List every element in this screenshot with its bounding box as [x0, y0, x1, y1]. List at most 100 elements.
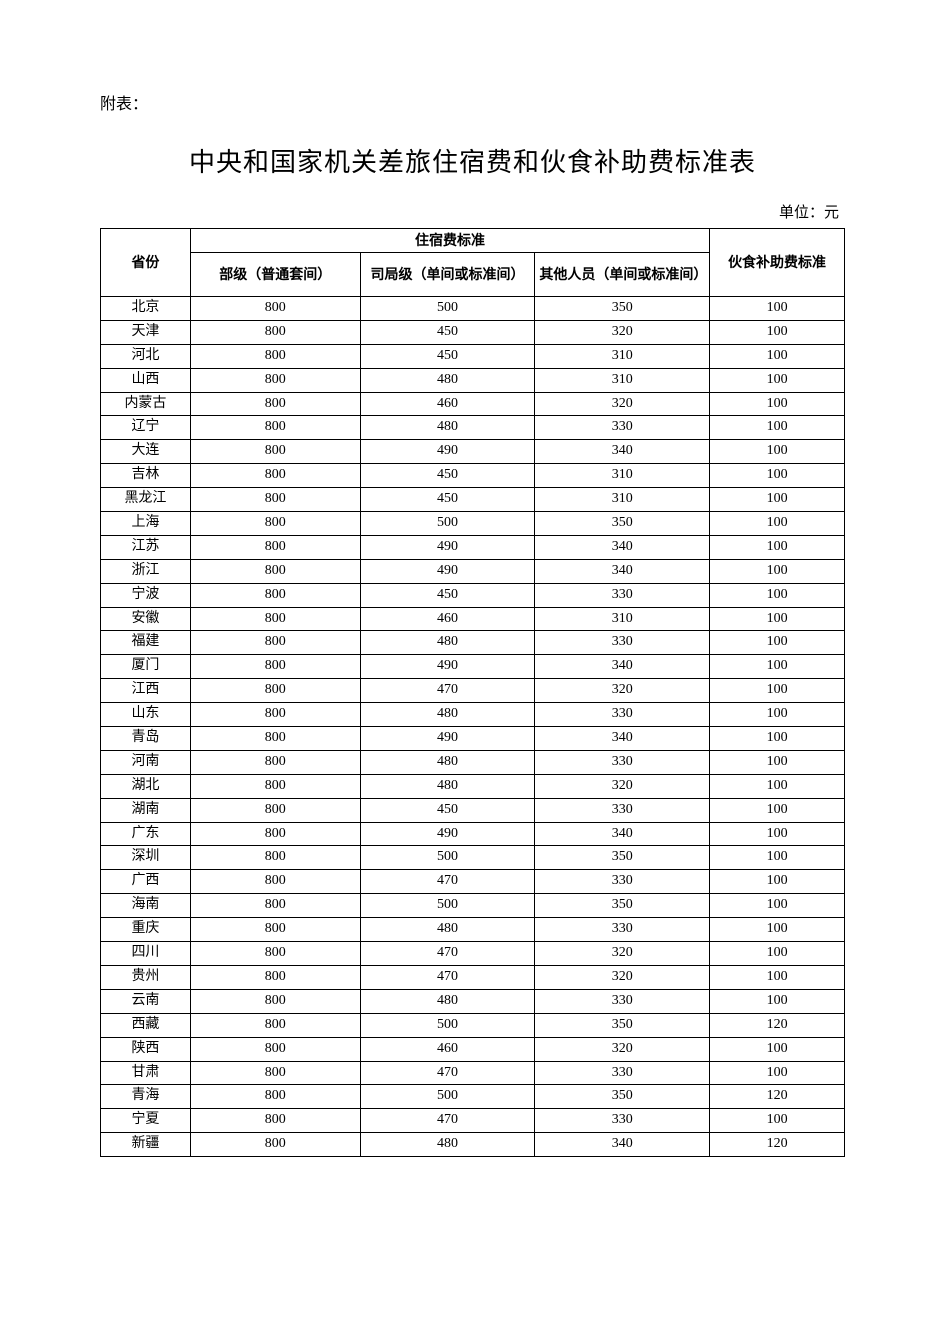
cell-meal-allowance: 100 — [710, 774, 845, 798]
cell-province: 江西 — [101, 679, 191, 703]
table-row: 浙江800490340100 — [101, 559, 845, 583]
cell-bureau: 470 — [360, 679, 535, 703]
cell-bureau: 450 — [360, 464, 535, 488]
cell-province: 西藏 — [101, 1013, 191, 1037]
cell-other: 330 — [535, 583, 710, 607]
cell-ministerial: 800 — [190, 607, 360, 631]
table-row: 深圳800500350100 — [101, 846, 845, 870]
cell-other: 330 — [535, 703, 710, 727]
cell-other: 330 — [535, 1061, 710, 1085]
cell-ministerial: 800 — [190, 727, 360, 751]
cell-bureau: 460 — [360, 392, 535, 416]
cell-meal-allowance: 100 — [710, 703, 845, 727]
cell-other: 350 — [535, 1013, 710, 1037]
cell-ministerial: 800 — [190, 1109, 360, 1133]
cell-bureau: 490 — [360, 727, 535, 751]
cell-meal-allowance: 100 — [710, 1109, 845, 1133]
cell-bureau: 480 — [360, 918, 535, 942]
cell-other: 340 — [535, 535, 710, 559]
table-row: 天津800450320100 — [101, 320, 845, 344]
cell-other: 330 — [535, 918, 710, 942]
table-row: 黑龙江800450310100 — [101, 488, 845, 512]
col-header-other: 其他人员（单间或标准间） — [535, 253, 710, 297]
cell-other: 310 — [535, 607, 710, 631]
cell-ministerial: 800 — [190, 464, 360, 488]
cell-meal-allowance: 100 — [710, 320, 845, 344]
table-row: 北京800500350100 — [101, 297, 845, 321]
cell-bureau: 500 — [360, 894, 535, 918]
cell-meal-allowance: 100 — [710, 416, 845, 440]
cell-meal-allowance: 100 — [710, 368, 845, 392]
cell-meal-allowance: 100 — [710, 822, 845, 846]
cell-ministerial: 800 — [190, 559, 360, 583]
cell-province: 四川 — [101, 942, 191, 966]
cell-province: 厦门 — [101, 655, 191, 679]
cell-bureau: 480 — [360, 1133, 535, 1157]
table-row: 河南800480330100 — [101, 750, 845, 774]
cell-meal-allowance: 100 — [710, 440, 845, 464]
cell-other: 310 — [535, 344, 710, 368]
cell-province: 河南 — [101, 750, 191, 774]
table-row: 大连800490340100 — [101, 440, 845, 464]
cell-ministerial: 800 — [190, 1133, 360, 1157]
cell-province: 内蒙古 — [101, 392, 191, 416]
cell-province: 云南 — [101, 989, 191, 1013]
cell-ministerial: 800 — [190, 822, 360, 846]
cell-ministerial: 800 — [190, 965, 360, 989]
cell-other: 330 — [535, 750, 710, 774]
cell-bureau: 450 — [360, 798, 535, 822]
unit-label: 单位：元 — [100, 201, 845, 222]
cell-meal-allowance: 100 — [710, 464, 845, 488]
cell-meal-allowance: 100 — [710, 846, 845, 870]
cell-province: 浙江 — [101, 559, 191, 583]
cell-other: 340 — [535, 655, 710, 679]
cell-meal-allowance: 100 — [710, 535, 845, 559]
cell-other: 330 — [535, 989, 710, 1013]
cell-bureau: 450 — [360, 488, 535, 512]
cell-ministerial: 800 — [190, 392, 360, 416]
cell-bureau: 500 — [360, 297, 535, 321]
cell-ministerial: 800 — [190, 1013, 360, 1037]
cell-other: 350 — [535, 1085, 710, 1109]
cell-other: 340 — [535, 822, 710, 846]
cell-ministerial: 800 — [190, 942, 360, 966]
cell-bureau: 470 — [360, 965, 535, 989]
cell-province: 甘肃 — [101, 1061, 191, 1085]
cell-other: 350 — [535, 894, 710, 918]
cell-ministerial: 800 — [190, 918, 360, 942]
cell-meal-allowance: 100 — [710, 894, 845, 918]
cell-meal-allowance: 100 — [710, 344, 845, 368]
table-row: 新疆800480340120 — [101, 1133, 845, 1157]
cell-ministerial: 800 — [190, 631, 360, 655]
cell-province: 贵州 — [101, 965, 191, 989]
cell-meal-allowance: 100 — [710, 942, 845, 966]
cell-meal-allowance: 100 — [710, 870, 845, 894]
cell-other: 320 — [535, 1037, 710, 1061]
cell-other: 330 — [535, 1109, 710, 1133]
cell-bureau: 470 — [360, 1061, 535, 1085]
cell-other: 340 — [535, 727, 710, 751]
cell-province: 广西 — [101, 870, 191, 894]
cell-ministerial: 800 — [190, 870, 360, 894]
cell-province: 山东 — [101, 703, 191, 727]
cell-province: 海南 — [101, 894, 191, 918]
table-row: 山西800480310100 — [101, 368, 845, 392]
cell-ministerial: 800 — [190, 798, 360, 822]
table-row: 上海800500350100 — [101, 512, 845, 536]
cell-meal-allowance: 100 — [710, 679, 845, 703]
cell-bureau: 470 — [360, 1109, 535, 1133]
cell-ministerial: 800 — [190, 846, 360, 870]
cell-other: 320 — [535, 392, 710, 416]
table-row: 厦门800490340100 — [101, 655, 845, 679]
cell-other: 350 — [535, 512, 710, 536]
cell-ministerial: 800 — [190, 344, 360, 368]
table-row: 云南800480330100 — [101, 989, 845, 1013]
cell-province: 大连 — [101, 440, 191, 464]
cell-ministerial: 800 — [190, 703, 360, 727]
cell-bureau: 500 — [360, 846, 535, 870]
cell-bureau: 480 — [360, 368, 535, 392]
cell-ministerial: 800 — [190, 1037, 360, 1061]
cell-province: 上海 — [101, 512, 191, 536]
table-row: 辽宁800480330100 — [101, 416, 845, 440]
cell-meal-allowance: 120 — [710, 1085, 845, 1109]
